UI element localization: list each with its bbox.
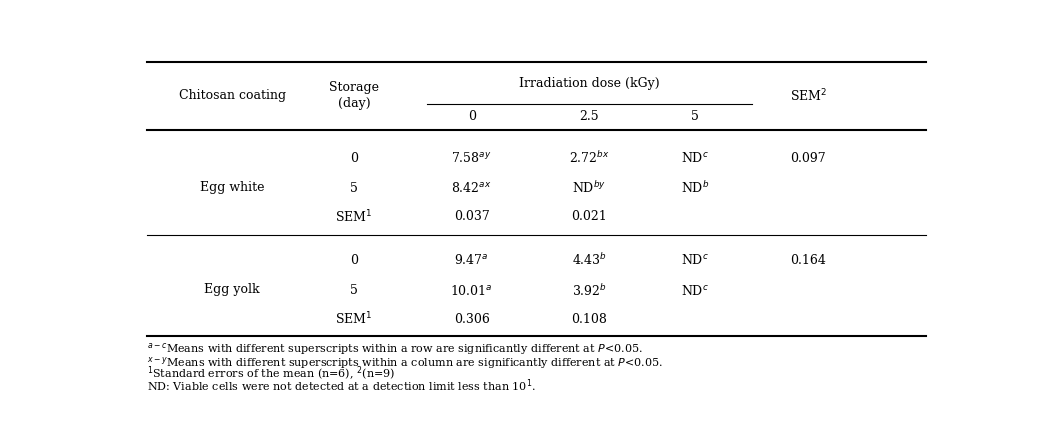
Text: SEM$^{1}$: SEM$^{1}$	[335, 311, 373, 327]
Text: 2.72$^{bx}$: 2.72$^{bx}$	[569, 150, 609, 166]
Text: 0: 0	[468, 110, 475, 123]
Text: 8.42$^{ax}$: 8.42$^{ax}$	[451, 181, 492, 195]
Text: SEM$^{2}$: SEM$^{2}$	[789, 88, 827, 104]
Text: 4.43$^{b}$: 4.43$^{b}$	[572, 252, 607, 269]
Text: 0.108: 0.108	[572, 313, 607, 326]
Text: 0.021: 0.021	[572, 210, 607, 223]
Text: 0.164: 0.164	[790, 254, 826, 267]
Text: 5: 5	[350, 284, 358, 297]
Text: 0: 0	[350, 152, 358, 164]
Text: ND$^{b}$: ND$^{b}$	[681, 181, 709, 196]
Text: $^{a-c}$Means with different superscripts within a row are significantly differe: $^{a-c}$Means with different superscript…	[147, 341, 643, 358]
Text: 9.47$^{a}$: 9.47$^{a}$	[454, 253, 489, 267]
Text: 3.92$^{b}$: 3.92$^{b}$	[572, 283, 607, 299]
Text: ND$^{c}$: ND$^{c}$	[681, 151, 709, 165]
Text: 7.58$^{ay}$: 7.58$^{ay}$	[451, 151, 492, 165]
Text: Egg white: Egg white	[200, 181, 265, 194]
Text: ND$^{by}$: ND$^{by}$	[573, 181, 606, 196]
Text: SEM$^{1}$: SEM$^{1}$	[335, 208, 373, 225]
Text: 0.306: 0.306	[453, 313, 490, 326]
Text: ND: Viable cells were not detected at a detection limit less than 10$^{1}$.: ND: Viable cells were not detected at a …	[147, 377, 536, 394]
Text: 10.01$^{a}$: 10.01$^{a}$	[450, 284, 493, 298]
Text: Irradiation dose (kGy): Irradiation dose (kGy)	[519, 77, 660, 90]
Text: $^{x-y}$Means with different superscripts within a column are significantly diff: $^{x-y}$Means with different superscript…	[147, 355, 663, 371]
Text: Egg yolk: Egg yolk	[204, 283, 260, 296]
Text: $^{1}$Standard errors of the mean (n=6), $^{2}$(n=9): $^{1}$Standard errors of the mean (n=6),…	[147, 365, 396, 383]
Text: 5: 5	[350, 182, 358, 195]
Text: Storage
(day): Storage (day)	[329, 82, 379, 110]
Text: 0: 0	[350, 254, 358, 267]
Text: ND$^{c}$: ND$^{c}$	[681, 253, 709, 267]
Text: 0.097: 0.097	[790, 152, 826, 164]
Text: 0.037: 0.037	[453, 210, 490, 223]
Text: 2.5: 2.5	[580, 110, 599, 123]
Text: 5: 5	[691, 110, 698, 123]
Text: ND$^{c}$: ND$^{c}$	[681, 284, 709, 298]
Text: Chitosan coating: Chitosan coating	[179, 89, 286, 102]
